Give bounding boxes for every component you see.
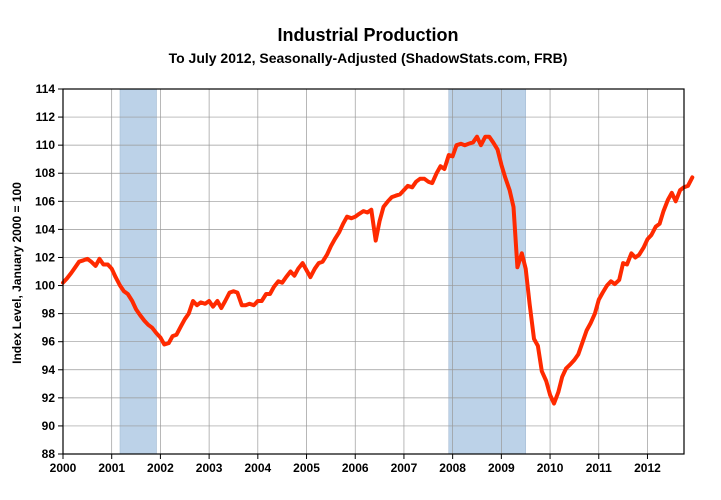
y-tick-label: 92 — [42, 391, 56, 405]
x-tick-label: 2001 — [98, 461, 125, 475]
y-tick-label: 110 — [36, 138, 56, 152]
x-tick-label: 2010 — [537, 461, 564, 475]
x-tick-label: 2007 — [391, 461, 418, 475]
recession-band — [119, 88, 157, 455]
x-tick-label: 2003 — [196, 461, 223, 475]
y-tick-label: 96 — [42, 335, 56, 349]
x-tick-label: 2006 — [342, 461, 369, 475]
y-tick-label: 102 — [35, 250, 55, 264]
x-tick-label: 2004 — [244, 461, 271, 475]
y-tick-label: 100 — [35, 279, 55, 293]
y-tick-label: 94 — [42, 363, 56, 377]
series-line — [61, 134, 695, 406]
plot-border — [62, 88, 685, 455]
y-axis-ticks: 88 90 92 94 96 98 100 102 104 106 108 110 112 114 — [35, 82, 63, 461]
plot-frame — [62, 88, 685, 455]
chart-subtitle: To July 2012, Seasonally-Adjusted (Shado… — [169, 50, 568, 66]
y-axis-label: Index Level, January 2000 = 100 — [10, 182, 24, 364]
plot-background — [63, 89, 684, 454]
y-tick-label: 90 — [42, 419, 56, 433]
x-tick-label: 2005 — [293, 461, 320, 475]
series-group — [61, 134, 695, 406]
y-tick-label: 88 — [42, 447, 56, 461]
y-tick-label: 108 — [35, 166, 55, 180]
x-tick-label: 2009 — [488, 461, 515, 475]
x-tick-label: 2002 — [147, 461, 174, 475]
y-tick-label: 104 — [35, 222, 55, 236]
x-tick-label: 2012 — [634, 461, 661, 475]
x-axis-ticks: 2000 2001 2002 2003 2004 2005 2006 2007 2008 2009… — [50, 454, 661, 475]
x-tick-label: 2008 — [439, 461, 466, 475]
gridlines — [63, 89, 684, 454]
y-tick-label: 98 — [42, 307, 56, 321]
plot-area — [63, 89, 684, 454]
chart-title: Industrial Production — [277, 25, 458, 45]
y-tick-label: 112 — [36, 110, 56, 124]
y-tick-label: 114 — [36, 82, 56, 96]
y-tick-label: 106 — [35, 194, 55, 208]
x-tick-label: 2000 — [50, 461, 77, 475]
x-tick-label: 2011 — [586, 461, 612, 475]
